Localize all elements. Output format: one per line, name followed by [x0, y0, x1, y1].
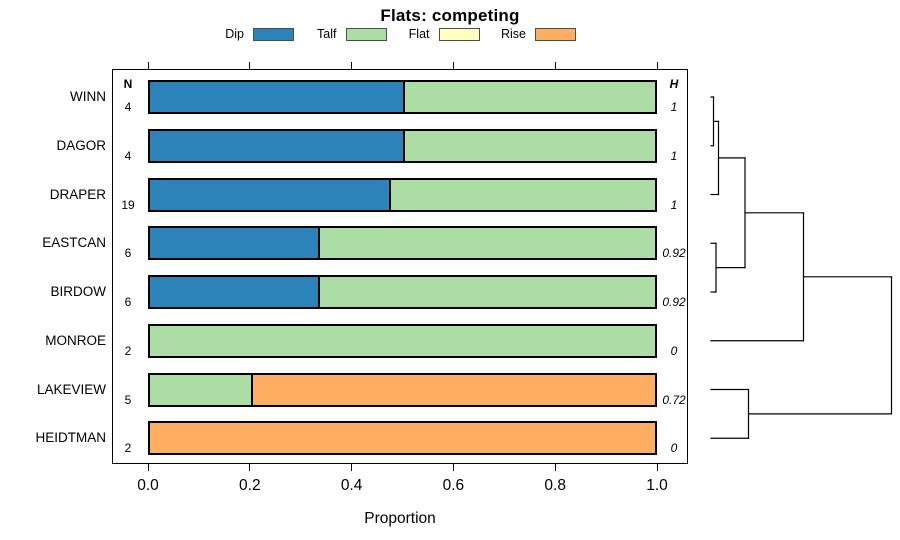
- x-tick-top: [656, 62, 658, 69]
- x-tick-label-0.4: 0.4: [340, 477, 363, 494]
- bar-segment-talf: [150, 325, 655, 356]
- h-value-eastcan: 0.92: [662, 246, 686, 261]
- n-value-draper: 19: [121, 197, 135, 212]
- n-value-birdow: 6: [124, 295, 132, 309]
- n-value-winn: 4: [124, 100, 132, 114]
- bar-heidtman: [148, 421, 657, 456]
- legend-swatch-dip: [253, 28, 294, 41]
- bar-birdow: [148, 275, 657, 309]
- h-value-monroe: 0: [670, 343, 678, 358]
- bar-segment-talf: [389, 179, 655, 210]
- x-tick-label-0.6: 0.6: [442, 477, 465, 494]
- x-tick-bottom: [351, 464, 353, 471]
- row-label-winn: WINN: [70, 89, 106, 104]
- x-tick-bottom: [656, 464, 658, 471]
- plot-area-border: [112, 69, 688, 464]
- row-label-birdow: BIRDOW: [50, 284, 107, 299]
- bar-lakeview: [148, 372, 657, 407]
- h-value-birdow: 0.92: [662, 295, 686, 309]
- bar-segment-talf: [402, 130, 655, 161]
- chart-title: Flats: competing: [380, 6, 520, 25]
- x-tick-label-0.2: 0.2: [239, 477, 261, 494]
- n-value-monroe: 2: [124, 343, 132, 358]
- h-value-winn: 1: [670, 100, 678, 114]
- bar-monroe: [148, 323, 657, 358]
- x-tick-bottom: [147, 464, 149, 471]
- x-tick-top: [249, 62, 251, 69]
- x-tick-bottom: [249, 464, 251, 471]
- bar-winn: [148, 80, 657, 114]
- bar-segment-rise: [251, 374, 655, 405]
- bar-segment-dip: [150, 277, 319, 307]
- bar-segment-talf: [150, 374, 251, 405]
- x-tick-top: [351, 62, 353, 69]
- n-value-lakeview: 5: [124, 392, 132, 407]
- n-value-dagor: 4: [124, 148, 132, 163]
- h-value-lakeview: 0.72: [662, 392, 686, 407]
- bar-segment-talf: [402, 82, 655, 112]
- x-axis-title: Proportion: [364, 510, 436, 527]
- x-tick-label-0.0: 0.0: [137, 477, 159, 494]
- legend-label-dip: Dip: [225, 27, 244, 41]
- h-value-heidtman: 0: [670, 441, 678, 456]
- legend-label-rise: Rise: [500, 27, 526, 41]
- legend-swatch-flat: [438, 28, 480, 41]
- x-tick-top: [554, 62, 556, 69]
- bar-segment-talf: [318, 277, 655, 307]
- bar-segment-talf: [318, 228, 655, 259]
- row-label-monroe: MONROE: [45, 332, 106, 348]
- row-label-eastcan: EASTCAN: [42, 235, 106, 251]
- legend: Dip Talf Flat Rise: [0, 0, 900, 45]
- h-value-draper: 1: [670, 197, 678, 212]
- bar-eastcan: [148, 226, 657, 261]
- bar-segment-rise: [150, 423, 655, 454]
- row-label-dagor: DAGOR: [56, 137, 106, 153]
- n-column-header: N: [123, 77, 133, 91]
- legend-swatch-rise: [535, 28, 576, 41]
- x-tick-label-1.0: 1.0: [646, 477, 668, 494]
- row-label-lakeview: LAKEVIEW: [36, 381, 106, 397]
- bar-segment-dip: [150, 130, 403, 161]
- bar-draper: [148, 177, 657, 212]
- legend-swatch-talf: [345, 28, 387, 41]
- h-value-dagor: 1: [670, 148, 678, 163]
- x-tick-label-0.8: 0.8: [544, 477, 566, 494]
- bar-segment-dip: [150, 82, 403, 112]
- bar-segment-dip: [150, 179, 390, 210]
- bar-segment-dip: [150, 228, 319, 259]
- h-column-header: H: [669, 77, 679, 91]
- row-label-heidtman: HEIDTMAN: [35, 430, 107, 446]
- x-tick-top: [147, 62, 149, 69]
- n-value-heidtman: 2: [124, 441, 132, 456]
- x-tick-top: [452, 62, 454, 69]
- x-tick-bottom: [452, 464, 454, 471]
- x-tick-bottom: [554, 464, 556, 471]
- legend-label-talf: Talf: [317, 27, 337, 41]
- legend-label-flat: Flat: [408, 27, 430, 41]
- row-label-draper: DRAPER: [49, 186, 106, 202]
- bar-dagor: [148, 128, 657, 163]
- n-value-eastcan: 6: [124, 246, 132, 261]
